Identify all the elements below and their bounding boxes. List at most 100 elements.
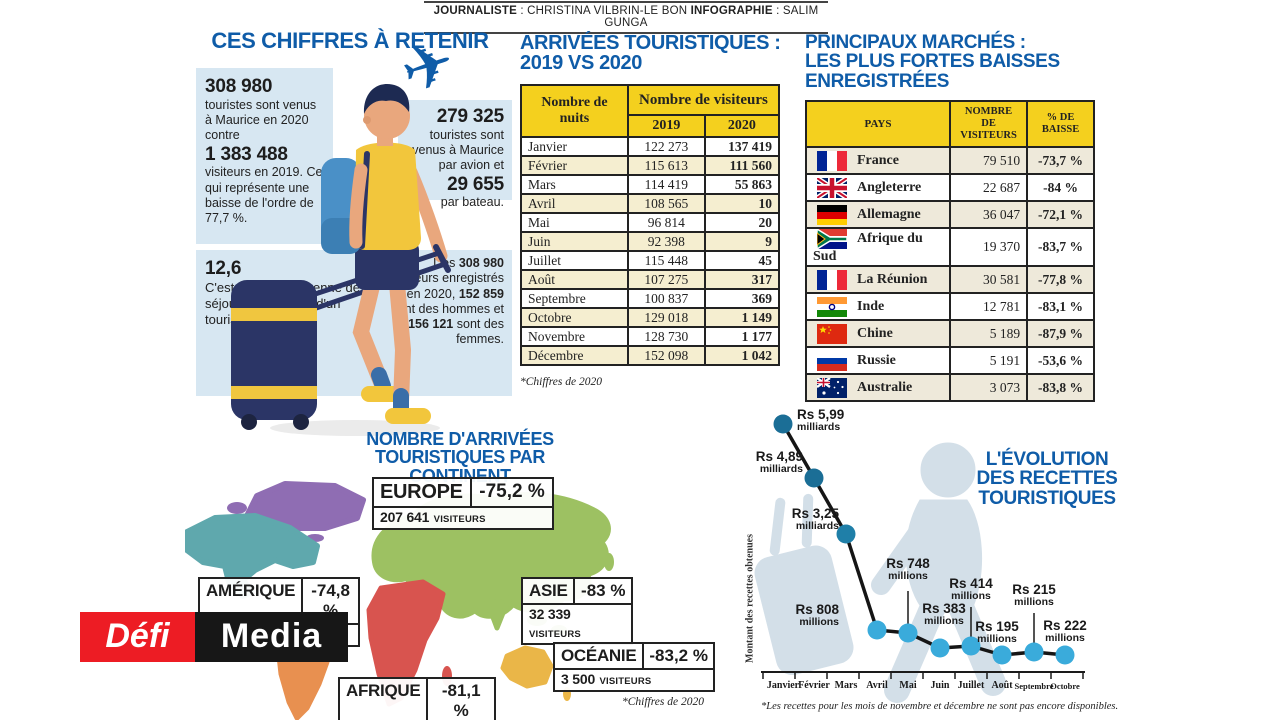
point-label-avril: Rs 808 millions [795,602,839,629]
india-flag-icon [817,296,847,317]
visitors-cell: 5 191 [949,346,1029,375]
drop-cell: -83,8 % [1026,373,1095,402]
col-header-nights: Nombre de nuits [520,84,629,138]
visitors-cell: 36 047 [949,200,1029,229]
col-header-country: PAYS [804,100,952,148]
point-label-septembre: Rs 215 millions [1012,582,1056,609]
drop-cell: -87,9 % [1026,319,1095,348]
country-cell: Allemagne [804,200,952,229]
table-row: Avril 108 565 10 [520,193,781,214]
key-figures-title: CES CHIFFRES À RETENIR [211,28,489,53]
axis-month: Juin [930,680,950,691]
value-2019-cell: 96 814 [626,212,706,233]
value-2019-cell: 129 018 [626,307,706,328]
stat-text-air: touristes sont venus à Maurice par avion… [412,127,504,173]
drop-cell: -72,1 % [1026,200,1095,229]
continent-unit: VISITEURS [599,676,652,687]
continents-title: NOMBRE D'ARRIVÉES TOURISTIQUES PAR CONTI… [330,430,590,485]
traveller-illustration [231,84,451,436]
month-cell: Janvier [520,136,629,157]
month-cell: Septembre [520,288,629,309]
col-header-visitors: Nombre de visiteurs [626,84,781,116]
table-row: Février 115 613 111 560 [520,155,781,176]
continents-title-line1: NOMBRE D'ARRIVÉES [366,429,554,449]
value-2020-cell: 369 [703,288,781,309]
country-name: Chine [857,325,893,341]
country-cell: Afrique du Sud [804,227,952,267]
table-row: La Réunion 30 581 -77,8 % [804,265,1095,294]
country-name: Afrique du Sud [813,231,923,264]
table-row: Novembre 128 730 1 177 [520,326,781,347]
table-row: Allemagne 36 047 -72,1 % [804,200,1095,229]
revenue-title-line3: TOURISTIQUES [978,487,1116,509]
month-cell: Mai [520,212,629,233]
continent-drop: -83 % [581,581,626,600]
value-2020-cell: 45 [703,250,781,271]
markets-title-line1: PRINCIPAUX MARCHÉS : [805,32,1026,53]
axis-month: Janvier [766,680,800,691]
value-2019-cell: 128 730 [626,326,706,347]
stat-text-1: touristes sont venus à Maurice en 2020 c… [205,97,317,143]
table-row: Août 107 275 317 [520,269,781,290]
country-name: Allemagne [857,206,921,222]
axis-month: Mars [834,680,858,691]
country-cell: France [804,146,952,175]
y-axis-label: Montant des recettes obtenues [744,534,756,663]
month-cell: Juillet [520,250,629,271]
continent-count: 32 339 [529,606,571,622]
country-cell: Angleterre [804,173,952,202]
value-2019-cell: 115 613 [626,155,706,176]
continent-drop: -83,2 % [649,646,708,665]
drop-cell: -83,1 % [1026,292,1095,321]
gender-text-part: sont des hommes et [391,301,504,316]
axis-month: Février [798,680,830,691]
point-label-juillet: Rs 414 millions [949,576,993,603]
value-2019-cell: 100 837 [626,288,706,309]
continent-box-europe: EUROPE -75,2 % 207 641 VISITEURS [372,477,554,530]
arrivals-title-line1: ARRIVÉES TOURISTIQUES : [520,32,781,54]
table-row: Inde 12 781 -83,1 % [804,292,1095,321]
table-row: Australie 3 073 -83,8 % [804,373,1095,402]
revenue-title-line2: DES RECETTES [976,468,1118,490]
country-cell: Inde [804,292,952,321]
markets-title-line2: LES PLUS FORTES BAISSES [805,51,1060,73]
arrivals-table: Nombre de nuits Nombre de visiteurs 2019… [520,84,781,366]
table-row: Russie 5 191 -53,6 % [804,346,1095,375]
walker-silhouette-icon [754,442,1006,703]
markets-title: PRINCIPAUX MARCHÉS : LES PLUS FORTES BAI… [805,32,1060,92]
col-header-2019: 2019 [626,114,706,138]
infographic-name: : SALIM GUNGA [604,5,819,29]
country-name: La Réunion [857,271,928,287]
china-flag-icon [817,323,847,344]
axis-month: Avril [866,680,888,691]
value-2019-cell: 115 448 [626,250,706,271]
visitors-cell: 19 370 [949,227,1029,267]
axis-month: Septembre [1014,681,1054,691]
value-2019-cell: 107 275 [626,269,706,290]
value-2020-cell: 317 [703,269,781,290]
revenue-footnote: *Les recettes pour les mois de novembre … [761,701,1119,712]
value-2020-cell: 1 149 [703,307,781,328]
gender-value-2020: 308 980 [458,256,504,270]
stat-text-2: visiteurs en 2019. Ce qui représente une… [205,165,323,226]
point-label-mars: Rs 3,25 milliards [791,506,839,533]
revenue-title-line1: L'ÉVOLUTION [985,449,1109,470]
value-2020-cell: 1 177 [703,326,781,347]
continent-name: AFRIQUE [340,679,429,720]
stat-value-279325: 279 325 [436,106,504,127]
continent-unit: VISITEURS [433,514,486,525]
drop-cell: -77,8 % [1026,265,1095,294]
axis-month: Juillet [957,680,985,691]
table-row: Juillet 115 448 45 [520,250,781,271]
continent-name: AMÉRIQUE [200,579,304,623]
country-name: Russie [857,352,896,368]
country-name: Australie [857,379,913,395]
revenue-chart-plot [754,414,1085,703]
value-2020-cell: 111 560 [703,155,781,176]
value-2019-cell: 114 419 [626,174,706,195]
visitors-cell: 22 687 [949,173,1029,202]
value-2019-cell: 92 398 [626,231,706,252]
point-label-fevrier: Rs 4,89 milliards [755,449,803,476]
revenue-chart: L'ÉVOLUTION DES RECETTES TOURISTIQUES Rs… [735,395,1140,720]
